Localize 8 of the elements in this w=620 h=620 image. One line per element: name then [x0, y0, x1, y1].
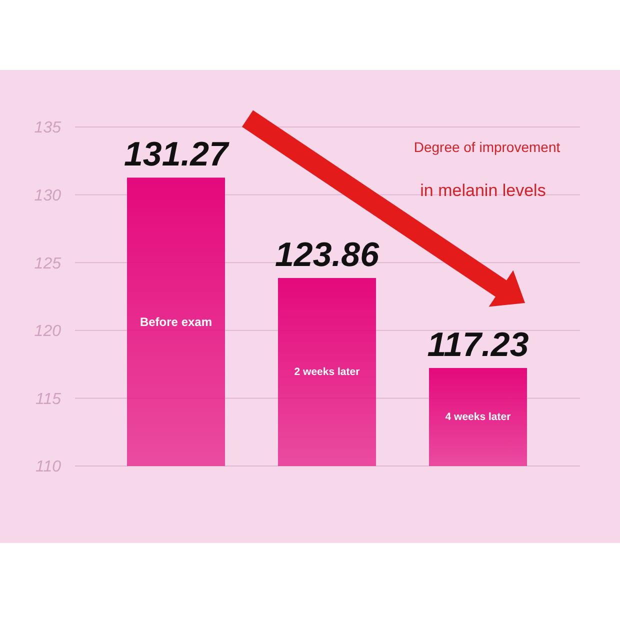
x-tick-label: 4 weeks later	[445, 410, 511, 423]
data-label: 117.23	[427, 326, 529, 364]
annotation: in melanin levels	[420, 181, 546, 200]
annotation: Degree of improvement	[414, 139, 560, 155]
data-label: 123.86	[275, 236, 380, 274]
x-tick-label: 2 weeks later	[294, 366, 360, 378]
data-label: 131.27	[124, 136, 230, 174]
x-tick-label: Before exam	[140, 314, 212, 329]
